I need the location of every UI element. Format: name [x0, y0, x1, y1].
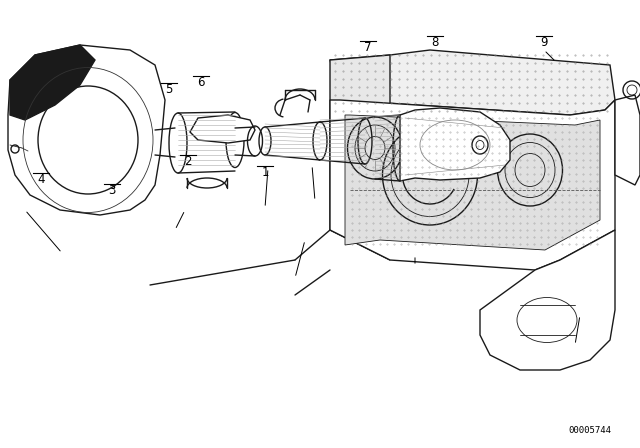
Text: 7: 7 [364, 40, 372, 53]
Text: 5: 5 [165, 82, 173, 95]
Polygon shape [10, 45, 95, 120]
Text: 4: 4 [37, 172, 45, 185]
Polygon shape [345, 115, 600, 250]
Text: 3: 3 [108, 184, 116, 197]
Polygon shape [400, 108, 510, 181]
Text: 6: 6 [197, 76, 205, 89]
Polygon shape [480, 230, 615, 370]
Polygon shape [615, 95, 640, 185]
Polygon shape [8, 45, 165, 215]
Polygon shape [330, 100, 615, 270]
Polygon shape [330, 50, 615, 115]
Text: 9: 9 [540, 35, 548, 48]
Text: 2: 2 [184, 155, 192, 168]
Text: 00005744: 00005744 [568, 426, 611, 435]
Text: 8: 8 [431, 35, 438, 48]
Polygon shape [190, 115, 255, 143]
Text: 1: 1 [261, 165, 269, 178]
Polygon shape [330, 55, 390, 260]
